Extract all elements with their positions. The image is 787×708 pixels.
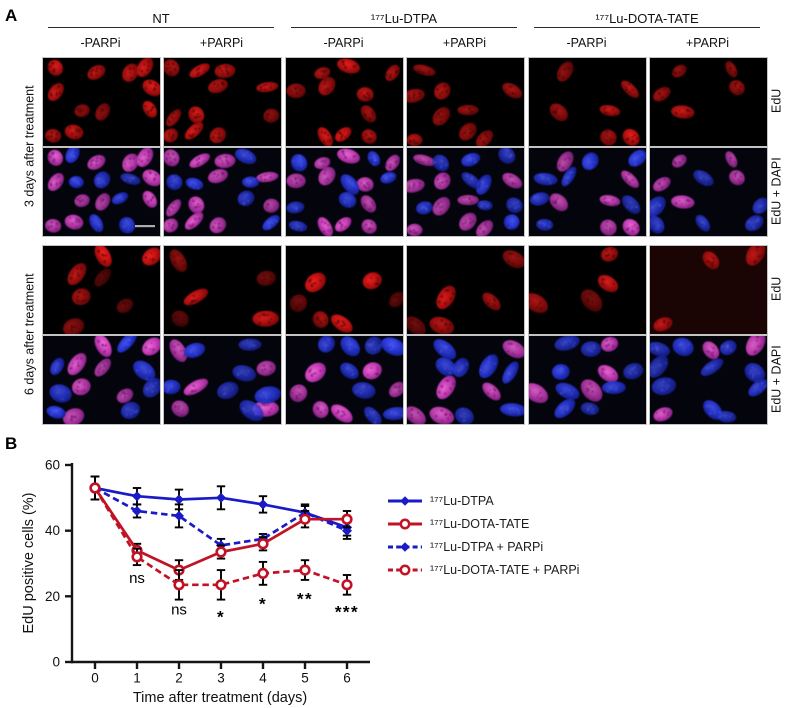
legend-marker-icon [388,495,422,506]
micrograph-edu [163,57,282,147]
legend-item: ¹⁷⁷Lu-DTPA + PARPi [386,535,579,558]
legend-label: ¹⁷⁷Lu-DTPA [430,493,494,508]
timepoint-label-left: 3 days after treatment [22,85,37,207]
scale-bar [135,225,155,228]
y-tick-label: 0 [52,655,60,670]
legend-label: ¹⁷⁷Lu-DOTA-TATE [430,516,530,531]
micrograph-edu-dapi [163,147,282,237]
chart-legend: ¹⁷⁷Lu-DTPA ¹⁷⁷Lu-DOTA-TATE ¹⁷⁷Lu-DTPA + PA… [386,489,579,581]
parpi-condition-label: +PARPi [442,36,487,50]
legend-item: ¹⁷⁷Lu-DOTA-TATE [386,512,579,535]
micrograph-edu [528,57,647,147]
x-tick-label: 4 [259,671,267,686]
micrograph-edu [406,57,525,147]
timepoint-label-left: 6 days after treatment [22,273,37,395]
micrograph-edu-dapi [649,147,768,237]
legend-item: ¹⁷⁷Lu-DTPA [386,489,579,512]
treatment-group-header: ¹⁷⁷Lu-DOTA-TATE [534,11,760,28]
significance-annotation: *** [335,603,359,622]
edu-positive-cells-chart: 0 20 40 60 0 1 2 3 4 5 6 Time after treatment (days… [21,458,370,706]
legend-label: ¹⁷⁷Lu-DOTA-TATE + PARPi [430,562,580,577]
micrograph-edu [285,245,404,335]
micrograph-edu-dapi [285,147,404,237]
micrograph-edu-dapi [42,335,161,425]
legend-label: ¹⁷⁷Lu-DTPA + PARPi [430,539,544,554]
x-tick-label: 5 [301,671,309,686]
micrograph-edu-dapi [406,335,525,425]
significance-annotation: ns [129,570,145,587]
stain-label-right: EdU + DAPI [769,157,784,225]
series--lu-dtpa [90,475,352,537]
parpi-condition-label: -PARPi [323,36,364,50]
micrograph-edu [528,245,647,335]
y-tick-label: 40 [45,523,60,538]
legend-marker-icon [388,541,422,552]
micrograph-edu [649,245,768,335]
micrograph-edu-dapi [42,147,161,237]
x-tick-label: 3 [217,671,225,686]
micrograph-edu [163,245,282,335]
micrograph-edu [42,245,161,335]
significance-annotation: * [217,608,225,627]
micrograph-edu-dapi [285,335,404,425]
x-tick-label: 6 [343,671,351,686]
treatment-group-header: ¹⁷⁷Lu-DTPA [291,11,517,28]
y-tick-label: 60 [45,458,60,473]
series--lu-dota-tate-parpi [89,475,353,601]
micrograph-edu [406,245,525,335]
x-axis-title: Time after treatment (days) [133,690,307,706]
stain-label-right: EdU + DAPI [769,345,784,413]
stain-label-right: EdU [769,276,784,302]
x-tick-label: 0 [91,671,99,686]
legend-marker-icon [388,564,422,575]
micrograph-edu-dapi [163,335,282,425]
significance-annotation: ** [297,590,313,609]
y-axis-title: EdU positive cells (%) [21,492,37,633]
micrograph-edu-dapi [406,147,525,237]
micrograph-edu-dapi [528,147,647,237]
legend-item: ¹⁷⁷Lu-DOTA-TATE + PARPi [386,558,579,581]
parpi-condition-label: +PARPi [199,36,244,50]
x-tick-label: 2 [175,671,183,686]
y-tick-label: 20 [45,589,60,604]
parpi-condition-label: -PARPi [566,36,607,50]
micrograph-edu [649,57,768,147]
x-tick-label: 1 [133,671,141,686]
legend-marker-icon [388,518,422,529]
significance-annotation: ns [171,601,187,618]
micrograph-edu-dapi [649,335,768,425]
panel-b-label: B [5,434,18,453]
micrograph-edu-dapi [528,335,647,425]
stain-label-right: EdU [769,88,784,114]
panel-a-label: A [5,6,18,25]
parpi-condition-label: -PARPi [80,36,121,50]
micrograph-edu [285,57,404,147]
micrograph-edu [42,57,161,147]
treatment-group-header: NT [48,11,274,28]
parpi-condition-label: +PARPi [685,36,730,50]
significance-annotation: * [259,595,267,614]
